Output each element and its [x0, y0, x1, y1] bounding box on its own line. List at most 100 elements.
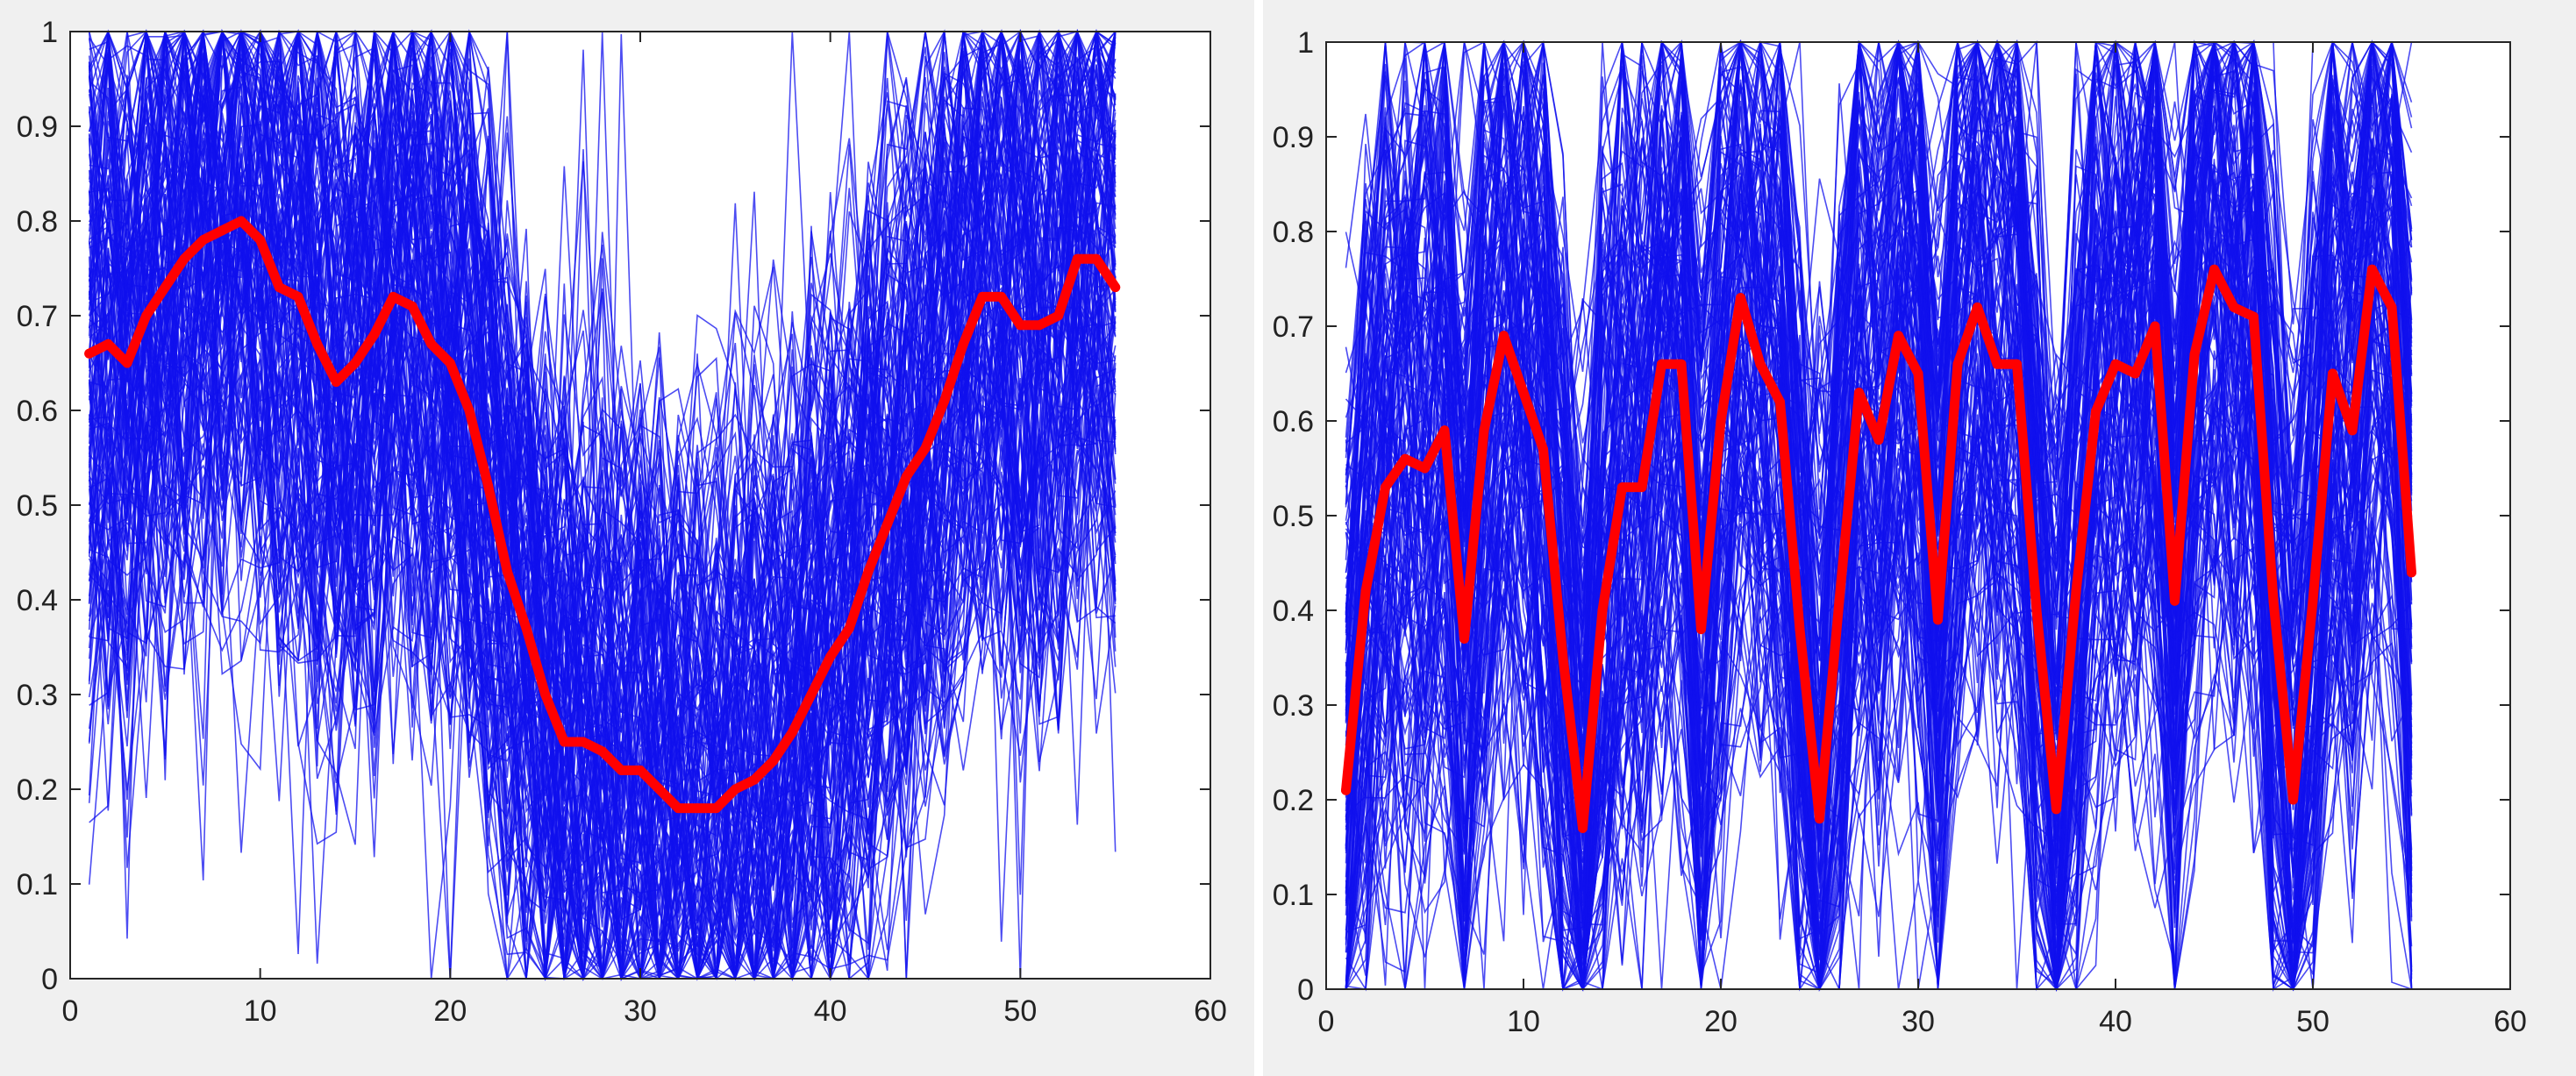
left-sample-line	[89, 91, 1117, 980]
right-mean-point	[2091, 406, 2101, 417]
left-sample-line	[88, 295, 1117, 980]
left-x-tick-label: 20	[433, 994, 467, 1028]
right-y-tick-label: 0.8	[1273, 216, 1314, 249]
right-mean-point	[2249, 311, 2258, 322]
right-mean-point	[2347, 425, 2358, 436]
right-mean-point	[1992, 359, 2002, 369]
left-mean-point	[103, 338, 113, 349]
right-x-tick-label: 0	[1318, 1005, 1335, 1038]
left-y-tick-label: 0	[41, 963, 58, 996]
right-mean-point	[1795, 624, 1805, 635]
right-mean-point	[1459, 633, 1469, 644]
right-mean-point	[2229, 302, 2239, 312]
left-sample-line	[89, 147, 1117, 981]
left-axes: 0 10 20 30 40 50 60 0 0.1 0.2 0.3 0.4 0.5 0.6 0.7 0.8 0.…	[17, 16, 1227, 1028]
right-y-tick-label: 0.4	[1273, 595, 1314, 628]
right-y-tick-label: 0.7	[1273, 310, 1314, 344]
left-y-tick-label: 0.9	[17, 110, 58, 144]
right-sample-line	[1345, 41, 2413, 990]
left-mean-point	[692, 803, 703, 814]
right-mean-point	[2052, 804, 2061, 815]
right-mean-point	[1716, 416, 1726, 426]
left-y-tick-label: 0.2	[17, 773, 58, 807]
left-mean-point	[730, 784, 740, 795]
right-mean-point	[1657, 359, 1666, 369]
right-mean-point	[1815, 814, 1824, 824]
left-y-tick-label: 0.5	[17, 489, 58, 523]
left-mean-point	[578, 737, 589, 747]
right-mean-point	[2150, 321, 2160, 331]
right-mean-point	[1775, 396, 1785, 407]
left-x-tick-label: 50	[1003, 994, 1037, 1028]
right-y-tick-label: 0.1	[1273, 879, 1314, 912]
right-mean-point	[2130, 368, 2140, 379]
left-mean-point	[141, 310, 152, 321]
right-x-tick-label: 10	[1507, 1005, 1540, 1038]
right-mean-point	[1617, 482, 1627, 493]
left-mean-point	[654, 784, 665, 795]
right-mean-point	[1637, 482, 1647, 493]
right-y-tick-label: 0.3	[1273, 689, 1314, 723]
right-mean-point	[2209, 264, 2219, 274]
right-y-tick-label: 1	[1297, 26, 1314, 60]
left-mean-point	[1110, 282, 1121, 293]
left-y-tick-label: 0.1	[17, 868, 58, 901]
left-mean-point	[179, 253, 189, 264]
left-mean-point	[483, 481, 494, 491]
right-mean-point	[1360, 586, 1371, 596]
right-y-tick-label: 0.2	[1273, 784, 1314, 817]
left-sample-line	[88, 29, 1117, 862]
right-sample-line	[1345, 210, 2413, 972]
right-mean-point	[2031, 605, 2042, 616]
right-mean-point	[1439, 425, 1450, 436]
left-mean-point	[1072, 253, 1082, 264]
left-mean-point	[236, 216, 246, 226]
left-mean-point	[1091, 253, 1102, 264]
left-y-tick-label: 0.4	[17, 584, 58, 617]
left-mean-point	[825, 652, 836, 662]
left-mean-point	[711, 803, 722, 814]
left-sample-line	[88, 31, 1117, 857]
right-sample-line	[1345, 305, 2413, 990]
right-mean-point	[1420, 463, 1430, 474]
right-sample-line	[1345, 193, 2413, 993]
left-y-tick-label: 1	[41, 16, 58, 49]
right-mean-point	[1854, 388, 1864, 398]
right-mean-point	[2407, 567, 2416, 578]
left-x-tick-label: 30	[624, 994, 657, 1028]
left-y-tick-label: 0.6	[17, 395, 58, 428]
right-sample-line	[1345, 62, 2413, 990]
left-mean-point	[882, 519, 893, 530]
left-sample-line	[88, 31, 1117, 918]
left-sample-line	[88, 31, 1117, 965]
right-mean-point	[2268, 595, 2279, 606]
right-mean-point	[1952, 359, 1963, 369]
left-mean-point	[901, 472, 911, 482]
right-sample-line	[1345, 115, 2413, 967]
right-mean-point	[2367, 264, 2377, 274]
right-sample-line	[1345, 367, 2413, 992]
left-mean-point	[749, 774, 760, 785]
right-sample-line	[1345, 41, 2413, 853]
left-x-tick-label: 0	[62, 994, 79, 1028]
left-sample-line	[89, 31, 1117, 736]
left-mean-point	[350, 358, 360, 368]
right-mean-point	[2387, 302, 2397, 312]
left-x-tick-label: 40	[814, 994, 847, 1028]
right-mean-point	[1518, 388, 1529, 398]
right-mean-point	[1381, 482, 1390, 493]
left-mean-point	[863, 567, 874, 577]
left-mean-point	[369, 330, 380, 340]
left-sample-line	[88, 47, 1117, 980]
left-mean-point	[673, 803, 683, 814]
left-mean-point	[768, 756, 779, 766]
right-axes: 0 10 20 30 40 50 60 0 0.1 0.2 0.3 0.4 0.5 0.6 0.7 0.8 0.…	[1273, 26, 2527, 1038]
left-mean-point	[616, 765, 626, 775]
left-x-tick-label: 10	[244, 994, 277, 1028]
left-mean-point	[198, 235, 209, 246]
right-mean-point	[1973, 302, 1982, 312]
left-mean-point	[464, 405, 475, 416]
left-mean-point	[977, 291, 988, 302]
left-mean-point	[1034, 320, 1045, 331]
right-mean-series	[1341, 264, 2416, 833]
